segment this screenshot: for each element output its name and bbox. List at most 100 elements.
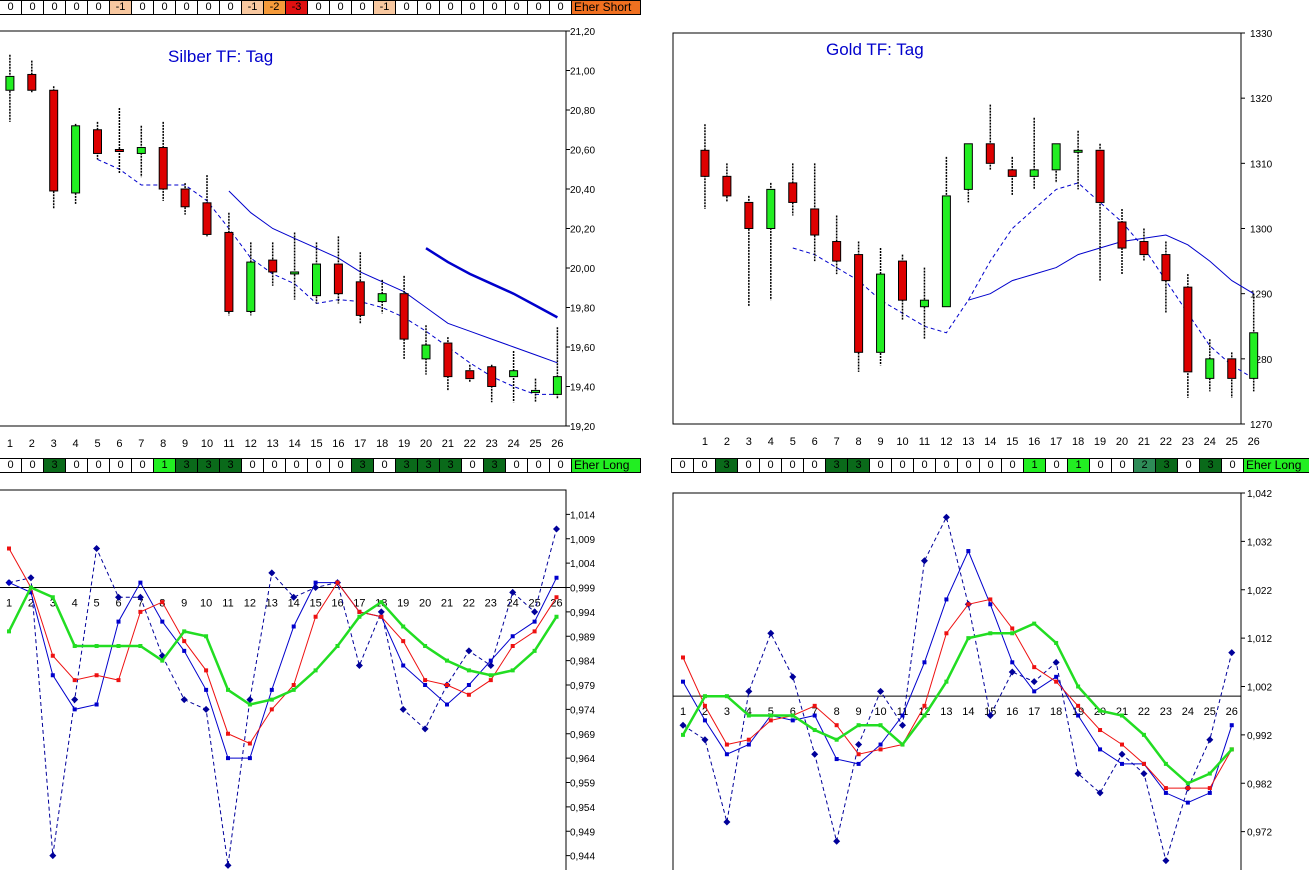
silver-indicator-series-0-point (355, 662, 363, 669)
silver-indicator-series-1-point (269, 687, 274, 692)
silver-price-candle (377, 293, 387, 303)
silver-indicator-series-3-point (72, 644, 77, 648)
silver-indicator-series-1-point (204, 687, 209, 692)
silver-indicator-series-3-point (445, 658, 449, 663)
silver-price-candle (531, 389, 540, 393)
gold-indicator-x-tick-label: 4 (746, 706, 752, 718)
silver-indicator-y-tick-label: 1,014 (570, 510, 595, 521)
gold-indicator-series-2-point (746, 737, 751, 742)
gold-indicator-series-0-point (723, 818, 731, 826)
signal-cell: 0 (307, 0, 330, 15)
gold-indicator-series-3-point (1098, 708, 1103, 713)
gold-price-candle (1073, 149, 1083, 153)
gold-indicator-series-0-point (877, 687, 885, 695)
silver-price-candle (509, 370, 519, 378)
signal-cell: 0 (439, 0, 462, 15)
gold-indicator-series-2-point (1032, 665, 1037, 670)
gold-price-x-tick-label: 8 (856, 436, 862, 448)
gold-indicator-series-1-point (900, 713, 905, 718)
silver-price-ma-mid-line (228, 190, 558, 364)
silver-indicator-series-3-point (379, 600, 384, 605)
silver-price-y-tick-label: 19,80 (570, 304, 595, 315)
signal-cell: 3 (175, 458, 198, 473)
gold-indicator-x-tick-label: 18 (1050, 706, 1062, 718)
silver-indicator-series-2-point (291, 683, 296, 687)
silver-price-y-tick-label: 19,60 (570, 343, 595, 354)
gold-indicator-series-1-point (856, 761, 861, 766)
silver-indicator-chart: 0,944 0,949 0,954 0,959 0,964 0,969 0,974 0,979… (0, 489, 595, 870)
gold-indicator-chart: 0,972 0,982 0,992 1,002 1,012 1,022 1,032 1,042… (672, 489, 1272, 870)
signal-cell: 0 (131, 458, 154, 473)
silver-indicator-series-1-point (466, 683, 471, 687)
gold-indicator-series-2-point (1076, 703, 1081, 708)
silver-indicator-series-2-point (445, 683, 449, 687)
gold-price-candle (700, 149, 710, 177)
gold-indicator-series-3-point (944, 679, 949, 684)
silver-price-candle (180, 188, 190, 208)
gold-price-x-tick-label: 26 (1248, 436, 1260, 448)
silver-indicator-series-0-point (115, 593, 122, 601)
silver-indicator-series-0-point (93, 545, 101, 552)
gold-indicator-series-2-point (724, 742, 729, 747)
silver-price-x-tick-label: 6 (116, 438, 122, 450)
gold-price-x-tick-label: 21 (1138, 436, 1150, 448)
gold-indicator-series-3-point (1185, 781, 1190, 786)
silver-price-candle (290, 271, 300, 275)
gold-indicator-series-1-point (790, 718, 795, 723)
gold-indicator-series-0-point (1206, 736, 1214, 744)
silver-indicator-series-3-point (532, 648, 537, 653)
silver-indicator-series-3-point (247, 702, 252, 707)
silver-indicator-series-2-point (313, 614, 318, 619)
silver-indicator-y-tick-label: 0,964 (570, 754, 595, 765)
silver-indicator-x-tick-label: 14 (288, 598, 300, 610)
gold-indicator-series-1-point (724, 752, 729, 757)
signal-cell: 0 (671, 458, 694, 473)
signal-cell: 0 (1001, 458, 1024, 473)
silver-indicator-series-3-point (313, 668, 318, 673)
gold-indicator-series-2-point (1098, 728, 1103, 733)
signal-label: Eher Short (571, 0, 641, 15)
silver-indicator-series-3-point (94, 644, 99, 648)
gold-indicator-series-3-point (966, 636, 971, 641)
gold-price-candle (941, 195, 951, 308)
gold-indicator-series-2-point (1207, 786, 1212, 791)
silver-indicator-series-1-point (291, 624, 296, 629)
gold-indicator-series-3-point (724, 694, 729, 699)
gold-indicator-series-1-point (1098, 747, 1103, 752)
gold-indicator-series-2-point (812, 703, 817, 708)
gold-indicator-series-0-point (679, 721, 687, 729)
silver-indicator-x-tick-label: 1 (6, 598, 12, 610)
gold-price-x-tick-label: 3 (746, 436, 752, 448)
silver-price-y-tick-label: 20,20 (570, 225, 595, 236)
silver-indicator-series-0-point (290, 593, 298, 601)
silver-indicator-series-0-point (27, 574, 35, 582)
gold-price-candle (1161, 254, 1171, 282)
signal-cell: 0 (21, 458, 44, 473)
silver-indicator-series-2-point (423, 678, 428, 683)
gold-indicator-x-tick-label: 26 (1226, 706, 1238, 718)
silver-indicator-series-3-point (291, 687, 296, 692)
silver-price-x-tick-label: 9 (182, 438, 188, 450)
gold-indicator-y-tick-label: 0,982 (1247, 779, 1272, 790)
gold-price-candle (1249, 332, 1259, 379)
silver-indicator-y-tick-label: 0,969 (570, 730, 595, 741)
gold-price-candle (722, 175, 732, 197)
gold-indicator-y-tick-label: 0,992 (1247, 731, 1272, 742)
gold-indicator-series-0-point (986, 712, 994, 720)
gold-indicator-series-0-point (1030, 678, 1038, 686)
gold-indicator-series-3-point (1010, 631, 1015, 636)
gold-price-x-tick-label: 1 (702, 436, 708, 448)
gold-indicator-series-2-point (922, 703, 927, 708)
silver-indicator-x-tick-label: 12 (244, 598, 256, 610)
gold-indicator-series-3-point (1032, 621, 1037, 626)
gold-indicator-series-3-point (681, 732, 685, 737)
silver-indicator-series-2-point (510, 644, 515, 648)
silver-indicator-series-1-point (182, 648, 187, 653)
silver-indicator-series-3-point (335, 644, 340, 648)
silver-indicator-series-3-point (116, 644, 121, 648)
gold-indicator-series-0-point (745, 687, 753, 695)
gold-indicator-series-2-point (856, 752, 861, 757)
gold-indicator-x-tick-label: 22 (1138, 706, 1150, 718)
silver-indicator-series-1-point (28, 590, 33, 595)
silver-indicator-series-0-line (8, 528, 557, 866)
